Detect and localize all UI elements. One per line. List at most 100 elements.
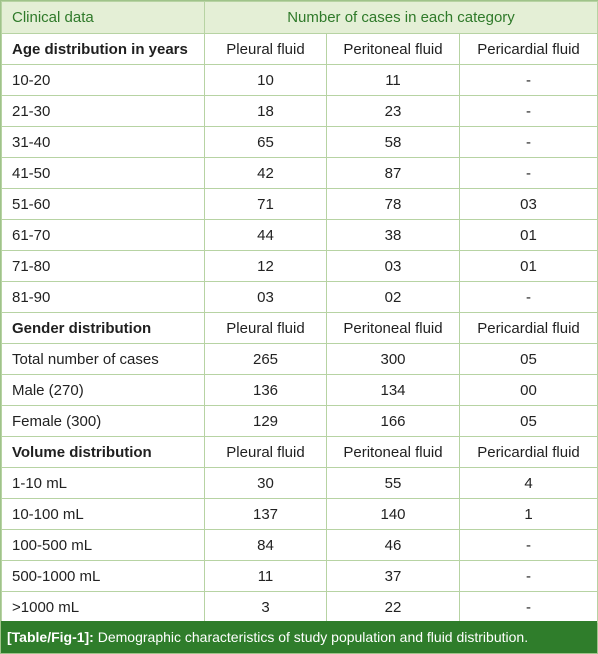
data-row: 10-100 mL 137 140 1 <box>1 498 598 530</box>
value-cell: 265 <box>204 343 327 375</box>
row-label: Female (300) <box>1 405 205 437</box>
value-cell: 44 <box>204 219 327 251</box>
value-cell: 38 <box>326 219 460 251</box>
data-row: 31-40 65 58- <box>1 126 598 158</box>
data-row: 10-20 10 11- <box>1 64 598 96</box>
value-cell: 134 <box>326 374 460 406</box>
value-cell: - <box>459 157 598 189</box>
value-cell: 58 <box>326 126 460 158</box>
data-table: Clinical data Number of cases in each ca… <box>1 1 598 623</box>
section-heading-cell: Volume distribution <box>1 436 205 468</box>
data-row: 1-10 mL 30 55 4 <box>1 467 598 499</box>
section-heading-cell: Pleural fluid <box>204 33 327 65</box>
data-row: Male (270) 136 134 00 <box>1 374 598 406</box>
value-cell: 10 <box>204 64 327 96</box>
row-label: 51-60 <box>1 188 205 220</box>
row-label: >1000 mL <box>1 591 205 623</box>
caption-text: Demographic characteristics of study pop… <box>97 629 529 645</box>
header-label: Clinical data <box>1 1 205 34</box>
section-heading-cell: Pleural fluid <box>204 312 327 344</box>
value-cell: 11 <box>204 560 327 592</box>
value-cell: 140 <box>326 498 460 530</box>
value-cell: 4 <box>459 467 598 499</box>
row-label: 31-40 <box>1 126 205 158</box>
value-cell: 136 <box>204 374 327 406</box>
value-cell: 42 <box>204 157 327 189</box>
section-heading-cell: Age distribution in years <box>1 33 205 65</box>
section-heading-cell: Peritoneal fluid <box>326 312 460 344</box>
row-label: 21-30 <box>1 95 205 127</box>
data-row: Female (300) 129 166 05 <box>1 405 598 437</box>
value-cell: 46 <box>326 529 460 561</box>
value-cell: 05 <box>459 343 598 375</box>
data-row: 500-1000 mL 11 37- <box>1 560 598 592</box>
value-cell: - <box>459 281 598 313</box>
value-cell: 05 <box>459 405 598 437</box>
row-label: 81-90 <box>1 281 205 313</box>
table-body: Clinical data Number of cases in each ca… <box>1 1 598 623</box>
value-cell: 01 <box>459 219 598 251</box>
value-cell: - <box>459 95 598 127</box>
value-cell: 300 <box>326 343 460 375</box>
value-cell: 55 <box>326 467 460 499</box>
value-cell: 03 <box>326 250 460 282</box>
section-heading-cell: Pericardial fluid <box>459 33 598 65</box>
data-row: 61-70 44 38 01 <box>1 219 598 251</box>
data-row: >1000 mL 3 22- <box>1 591 598 623</box>
data-row: 81-90 03 02- <box>1 281 598 313</box>
value-cell: 137 <box>204 498 327 530</box>
row-label: 41-50 <box>1 157 205 189</box>
value-cell: 23 <box>326 95 460 127</box>
section-heading-cell: Peritoneal fluid <box>326 436 460 468</box>
value-cell: 1 <box>459 498 598 530</box>
value-cell: 65 <box>204 126 327 158</box>
header-span: Number of cases in each category <box>204 1 598 34</box>
value-cell: 37 <box>326 560 460 592</box>
section-heading-cell: Pericardial fluid <box>459 436 598 468</box>
section-heading-cell: Gender distribution <box>1 312 205 344</box>
row-label: 10-20 <box>1 64 205 96</box>
value-cell: 87 <box>326 157 460 189</box>
section-heading-row: Gender distribution Pleural fluid Peritone… <box>1 312 598 344</box>
value-cell: 18 <box>204 95 327 127</box>
value-cell: 11 <box>326 64 460 96</box>
value-cell: 22 <box>326 591 460 623</box>
row-label: 1-10 mL <box>1 467 205 499</box>
value-cell: 166 <box>326 405 460 437</box>
section-heading-row: Volume distribution Pleural fluid Peritone… <box>1 436 598 468</box>
data-row: 71-80 12 03 01 <box>1 250 598 282</box>
data-row: 41-50 42 87- <box>1 157 598 189</box>
section-heading-row: Age distribution in years Pleural fluid Pe… <box>1 33 598 65</box>
row-label: Total number of cases <box>1 343 205 375</box>
value-cell: - <box>459 126 598 158</box>
row-label: 61-70 <box>1 219 205 251</box>
data-row: 21-30 18 23- <box>1 95 598 127</box>
value-cell: 3 <box>204 591 327 623</box>
value-cell: - <box>459 560 598 592</box>
value-cell: 71 <box>204 188 327 220</box>
caption-label: [Table/Fig-1]: <box>7 629 94 645</box>
value-cell: - <box>459 529 598 561</box>
row-label: 100-500 mL <box>1 529 205 561</box>
value-cell: - <box>459 591 598 623</box>
data-row: 51-60 71 78 03 <box>1 188 598 220</box>
section-heading-cell: Pleural fluid <box>204 436 327 468</box>
row-label: 10-100 mL <box>1 498 205 530</box>
caption: [Table/Fig-1]: Demographic characteristi… <box>1 621 597 653</box>
section-heading-cell: Peritoneal fluid <box>326 33 460 65</box>
value-cell: 78 <box>326 188 460 220</box>
section-heading-cell: Pericardial fluid <box>459 312 598 344</box>
row-label: 500-1000 mL <box>1 560 205 592</box>
value-cell: 00 <box>459 374 598 406</box>
value-cell: 30 <box>204 467 327 499</box>
value-cell: 12 <box>204 250 327 282</box>
value-cell: - <box>459 64 598 96</box>
header-row: Clinical data Number of cases in each ca… <box>1 1 598 34</box>
data-row: Total number of cases 265 300 05 <box>1 343 598 375</box>
row-label: Male (270) <box>1 374 205 406</box>
value-cell: 03 <box>204 281 327 313</box>
value-cell: 01 <box>459 250 598 282</box>
value-cell: 02 <box>326 281 460 313</box>
value-cell: 84 <box>204 529 327 561</box>
